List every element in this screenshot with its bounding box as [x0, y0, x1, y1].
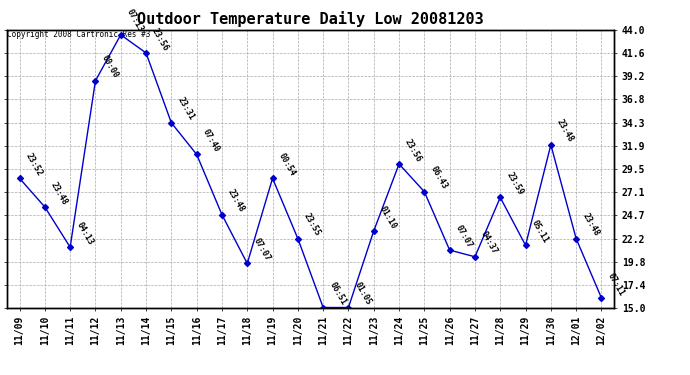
Text: 04:37: 04:37 — [479, 230, 500, 256]
Text: 07:13: 07:13 — [125, 8, 145, 34]
Text: 07:40: 07:40 — [201, 128, 221, 154]
Text: Outdoor Temperature Daily Low 20081203: Outdoor Temperature Daily Low 20081203 — [137, 11, 484, 27]
Text: 23:48: 23:48 — [580, 211, 600, 238]
Text: 23:55: 23:55 — [302, 211, 322, 238]
Text: 06:43: 06:43 — [428, 165, 448, 191]
Text: 01:05: 01:05 — [353, 280, 373, 307]
Text: 23:56: 23:56 — [403, 137, 424, 163]
Text: 07:11: 07:11 — [606, 271, 626, 297]
Text: Copyright 2008 Cartronic Res #3: Copyright 2008 Cartronic Res #3 — [7, 30, 150, 39]
Text: 23:52: 23:52 — [23, 152, 44, 177]
Text: 01:10: 01:10 — [378, 204, 398, 230]
Text: 07:07: 07:07 — [454, 223, 474, 249]
Text: 06:51: 06:51 — [327, 280, 348, 307]
Text: 23:48: 23:48 — [49, 180, 69, 206]
Text: 23:31: 23:31 — [175, 96, 196, 122]
Text: 00:00: 00:00 — [99, 54, 120, 80]
Text: 07:07: 07:07 — [251, 237, 272, 263]
Text: 23:56: 23:56 — [150, 26, 170, 52]
Text: 04:13: 04:13 — [75, 220, 95, 246]
Text: 23:59: 23:59 — [504, 171, 524, 196]
Text: 23:48: 23:48 — [555, 118, 575, 144]
Text: 00:54: 00:54 — [277, 152, 297, 177]
Text: 05:11: 05:11 — [530, 218, 550, 244]
Text: 23:48: 23:48 — [226, 188, 246, 214]
